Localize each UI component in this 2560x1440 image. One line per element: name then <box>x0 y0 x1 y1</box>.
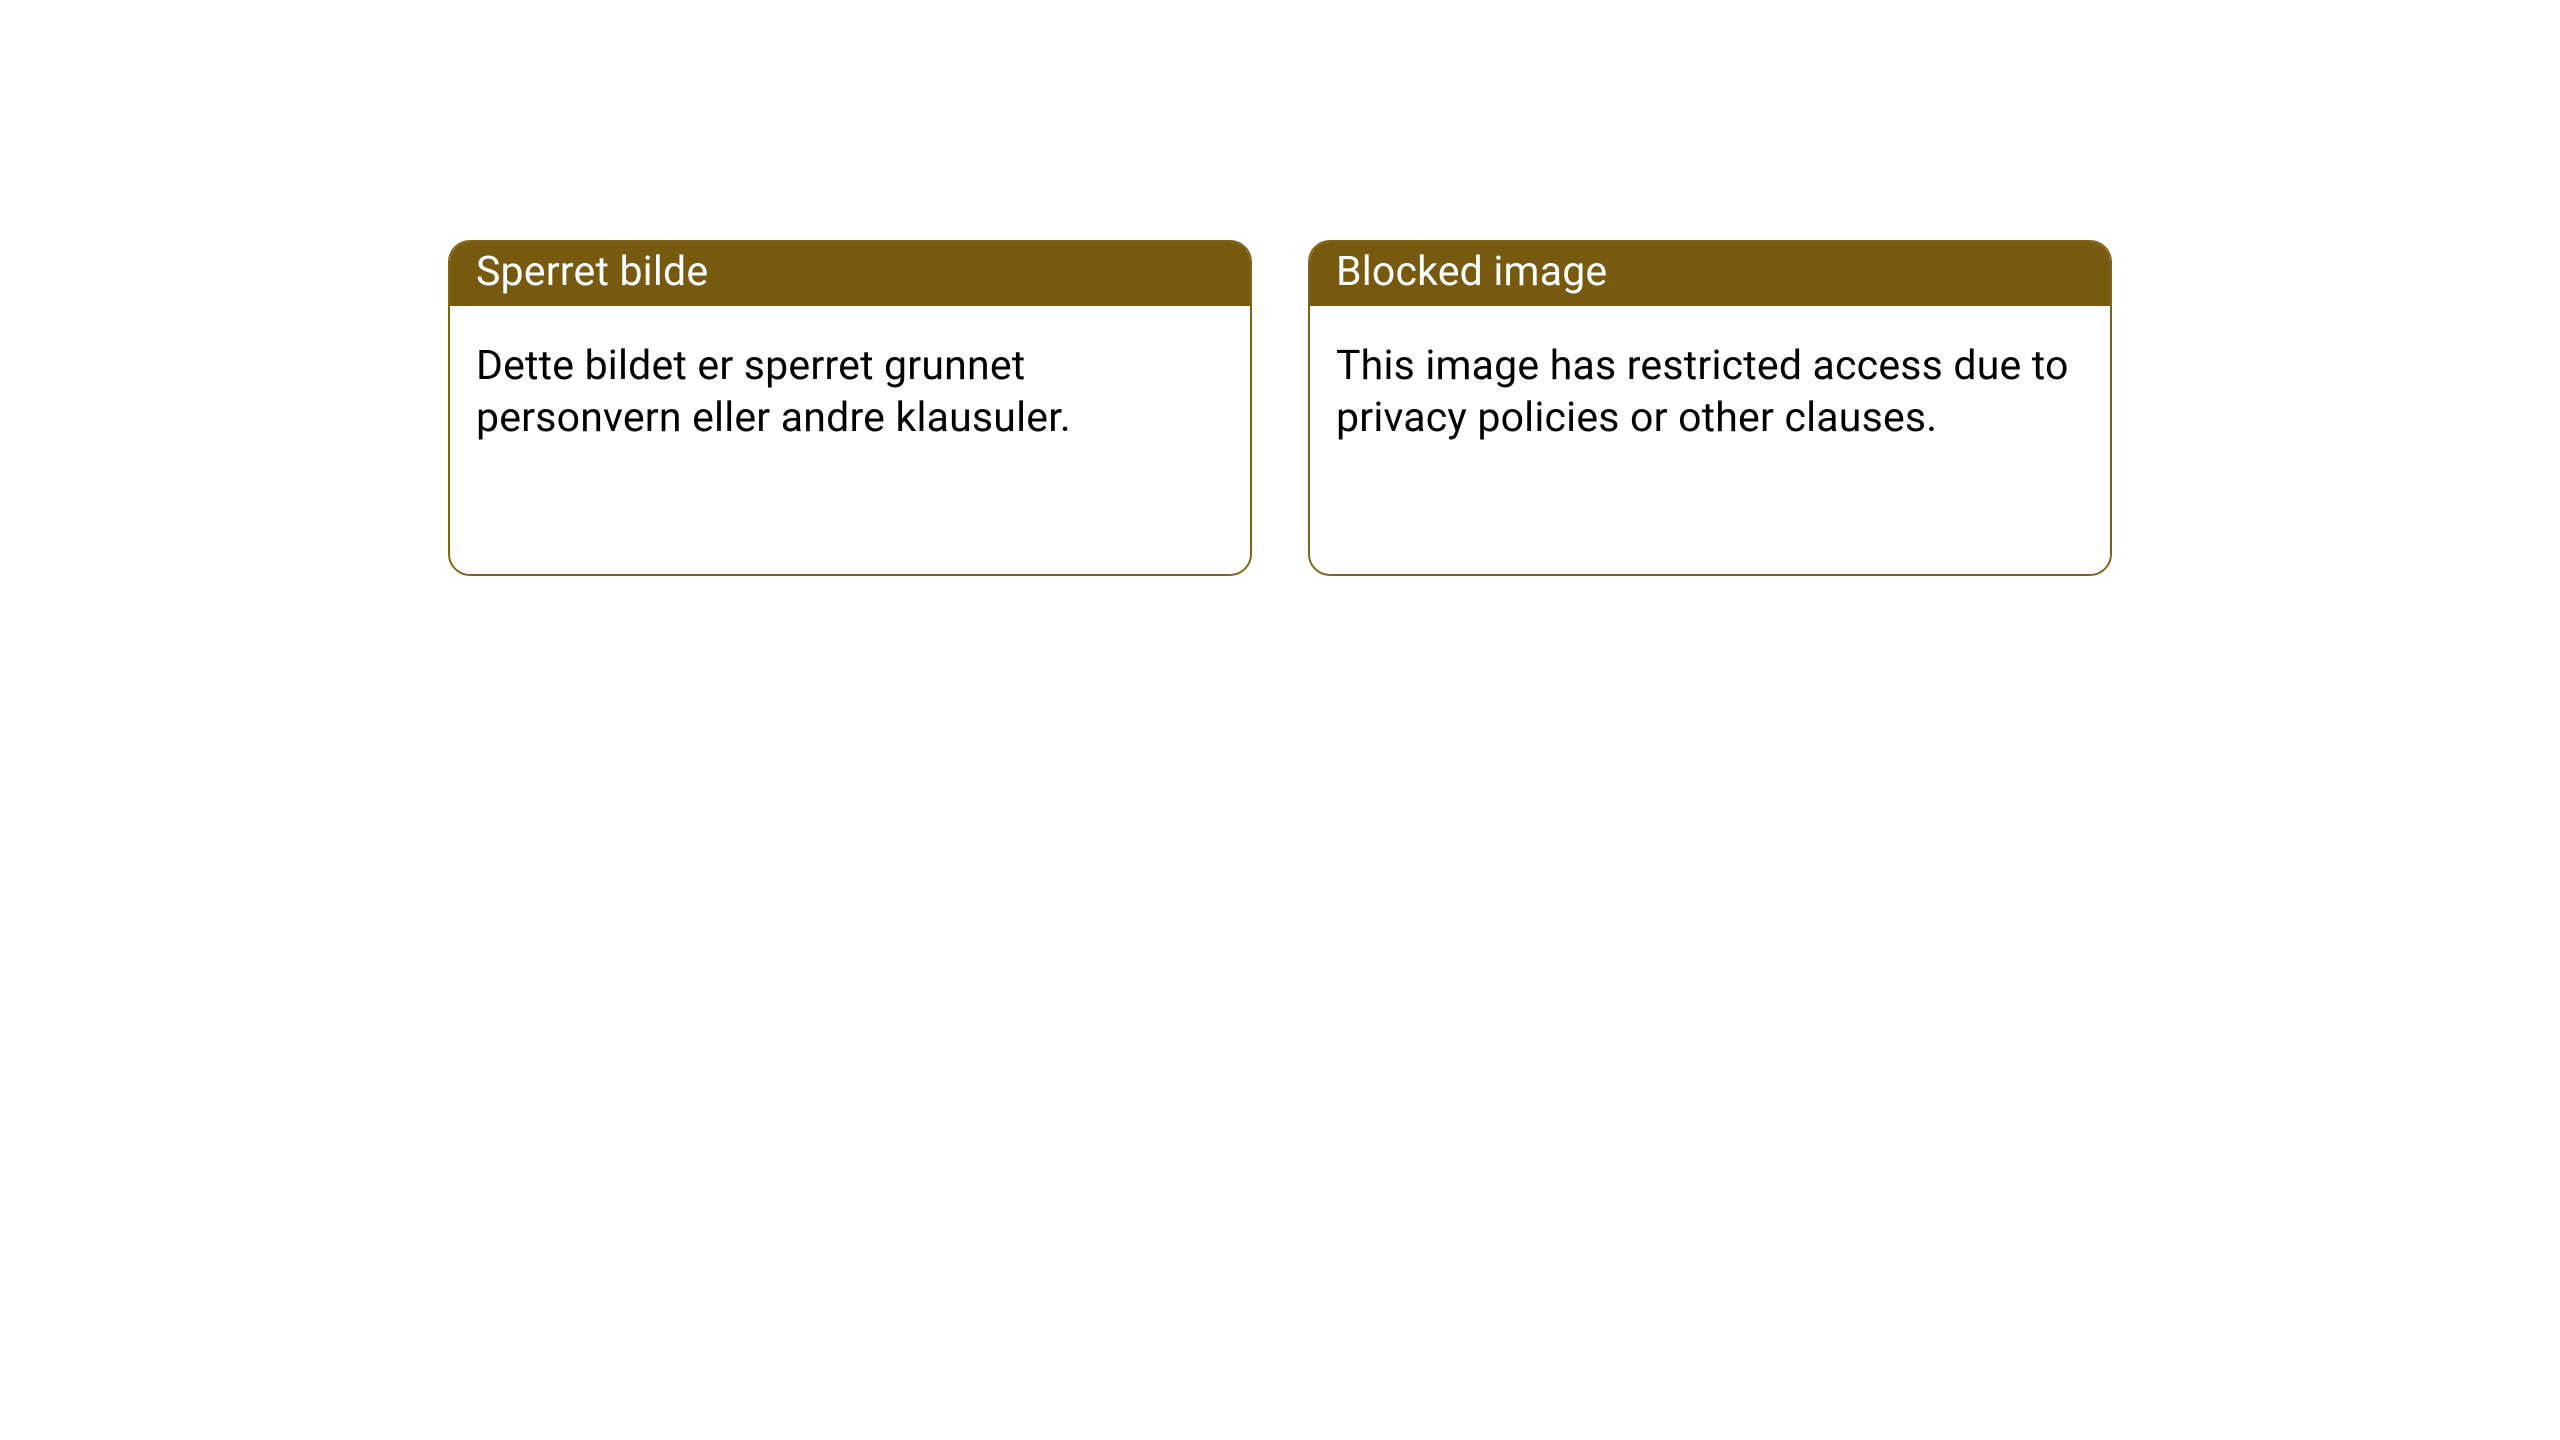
card-body: This image has restricted access due to … <box>1310 306 2110 574</box>
notice-card-norwegian: Sperret bilde Dette bildet er sperret gr… <box>448 240 1252 576</box>
notice-container: Sperret bilde Dette bildet er sperret gr… <box>448 240 2112 1440</box>
card-header: Blocked image <box>1310 242 2110 306</box>
notice-card-english: Blocked image This image has restricted … <box>1308 240 2112 576</box>
card-body: Dette bildet er sperret grunnet personve… <box>450 306 1250 574</box>
card-header: Sperret bilde <box>450 242 1250 306</box>
